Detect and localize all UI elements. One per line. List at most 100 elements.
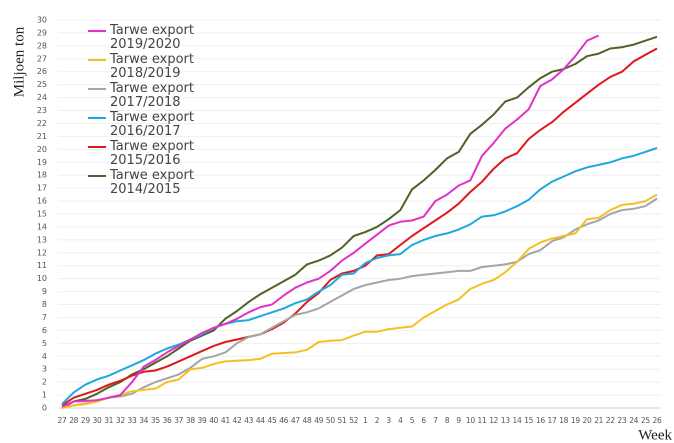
legend-item: Tarwe export 2019/2020 [86, 24, 200, 52]
x-tick-label: 10 [466, 416, 475, 425]
legend-swatch [88, 117, 106, 119]
legend-label: Tarwe export 2016/2017 [110, 110, 194, 139]
x-tick-label: 16 [536, 416, 545, 425]
x-tick-label: 50 [326, 416, 335, 425]
y-tick-label: 2 [42, 378, 47, 387]
y-tick-label: 0 [42, 404, 47, 413]
y-tick-label: 11 [37, 261, 47, 270]
y-tick-label: 6 [42, 326, 47, 335]
x-tick-label: 31 [104, 416, 113, 425]
x-tick-label: 47 [291, 416, 300, 425]
x-tick-label: 19 [571, 416, 580, 425]
x-tick-label: 7 [433, 416, 438, 425]
y-axis-label: Miljoen ton [11, 26, 27, 97]
x-tick-label: 25 [641, 416, 650, 425]
series-line [61, 197, 658, 409]
x-tick-label: 1 [363, 416, 368, 425]
x-tick-label: 29 [81, 416, 90, 425]
y-tick-label: 1 [42, 391, 47, 400]
legend-swatch [88, 30, 106, 32]
x-tick-label: 8 [445, 416, 450, 425]
x-tick-label: 36 [163, 416, 172, 425]
x-tick-label: 46 [279, 416, 288, 425]
legend-item: Tarwe export 2015/2016 [86, 140, 200, 168]
y-tick-label: 29 [37, 28, 47, 37]
x-tick-label: 38 [186, 416, 195, 425]
x-tick-label: 23 [618, 416, 627, 425]
y-tick-label: 28 [37, 41, 47, 50]
y-tick-label: 15 [37, 210, 47, 219]
x-tick-label: 34 [139, 416, 148, 425]
x-tick-label: 30 [93, 416, 102, 425]
y-tick-label: 20 [37, 145, 47, 154]
x-tick-label: 43 [244, 416, 253, 425]
x-tick-label: 5 [410, 416, 415, 425]
x-tick-label: 18 [559, 416, 568, 425]
legend-label: Tarwe export 2017/2018 [110, 81, 194, 110]
legend: Tarwe export 2019/2020 Tarwe export 2018/… [86, 24, 200, 198]
legend-swatch [88, 175, 106, 177]
y-tick-label: 27 [37, 54, 47, 63]
y-tick-label: 18 [37, 171, 47, 180]
x-tick-label: 42 [233, 416, 242, 425]
y-tick-label: 23 [37, 106, 47, 115]
legend-item: Tarwe export 2014/2015 [86, 169, 200, 197]
x-tick-label: 41 [221, 416, 230, 425]
series-line [61, 193, 658, 409]
x-tick-label: 40 [209, 416, 218, 425]
y-tick-label: 26 [37, 67, 47, 76]
x-tick-label: 37 [174, 416, 183, 425]
y-tick-label: 8 [42, 300, 47, 309]
x-tick-label: 11 [478, 416, 487, 425]
x-tick-label: 21 [594, 416, 603, 425]
x-tick-label: 35 [151, 416, 160, 425]
x-tick-label: 14 [513, 416, 522, 425]
x-tick-label: 45 [268, 416, 277, 425]
y-tick-label: 14 [37, 222, 47, 231]
x-tick-label: 27 [58, 416, 67, 425]
x-tick-label: 13 [501, 416, 510, 425]
legend-swatch [88, 59, 106, 61]
x-tick-label: 9 [456, 416, 461, 425]
y-tick-label: 4 [42, 352, 47, 361]
x-tick-label: 52 [349, 416, 358, 425]
legend-label: Tarwe export 2014/2015 [110, 168, 194, 197]
legend-item: Tarwe export 2017/2018 [86, 82, 200, 110]
y-tick-label: 17 [37, 184, 47, 193]
legend-item: Tarwe export 2016/2017 [86, 111, 200, 139]
series-line [61, 35, 658, 409]
x-tick-label: 28 [69, 416, 78, 425]
y-tick-label: 3 [42, 365, 47, 374]
series-line [61, 34, 600, 408]
x-tick-label: 3 [386, 416, 391, 425]
x-tick-label: 17 [548, 416, 557, 425]
y-tick-label: 5 [42, 339, 47, 348]
y-tick-label: 9 [42, 287, 47, 296]
x-tick-label: 32 [116, 416, 125, 425]
x-tick-label: 33 [128, 416, 137, 425]
y-tick-label: 25 [37, 80, 47, 89]
x-tick-label: 22 [606, 416, 615, 425]
x-tick-label: 26 [653, 416, 662, 425]
y-tick-label: 10 [37, 274, 47, 283]
x-tick-label: 6 [421, 416, 426, 425]
x-tick-label: 15 [524, 416, 533, 425]
x-tick-label: 2 [375, 416, 380, 425]
x-tick-label: 39 [198, 416, 207, 425]
y-tick-label: 22 [37, 119, 47, 128]
legend-swatch [88, 88, 106, 90]
legend-item: Tarwe export 2018/2019 [86, 53, 200, 81]
x-tick-label: 51 [338, 416, 347, 425]
legend-label: Tarwe export 2018/2019 [110, 52, 194, 81]
y-tick-label: 13 [37, 235, 47, 244]
y-tick-label: 7 [42, 313, 47, 322]
x-tick-label: 20 [583, 416, 592, 425]
y-tick-label: 30 [37, 16, 47, 25]
series-line [61, 147, 658, 405]
y-tick-label: 24 [37, 93, 47, 102]
y-tick-label: 12 [37, 248, 47, 257]
y-tick-label: 21 [37, 132, 47, 141]
x-tick-label: 24 [629, 416, 638, 425]
x-tick-label: 49 [314, 416, 323, 425]
